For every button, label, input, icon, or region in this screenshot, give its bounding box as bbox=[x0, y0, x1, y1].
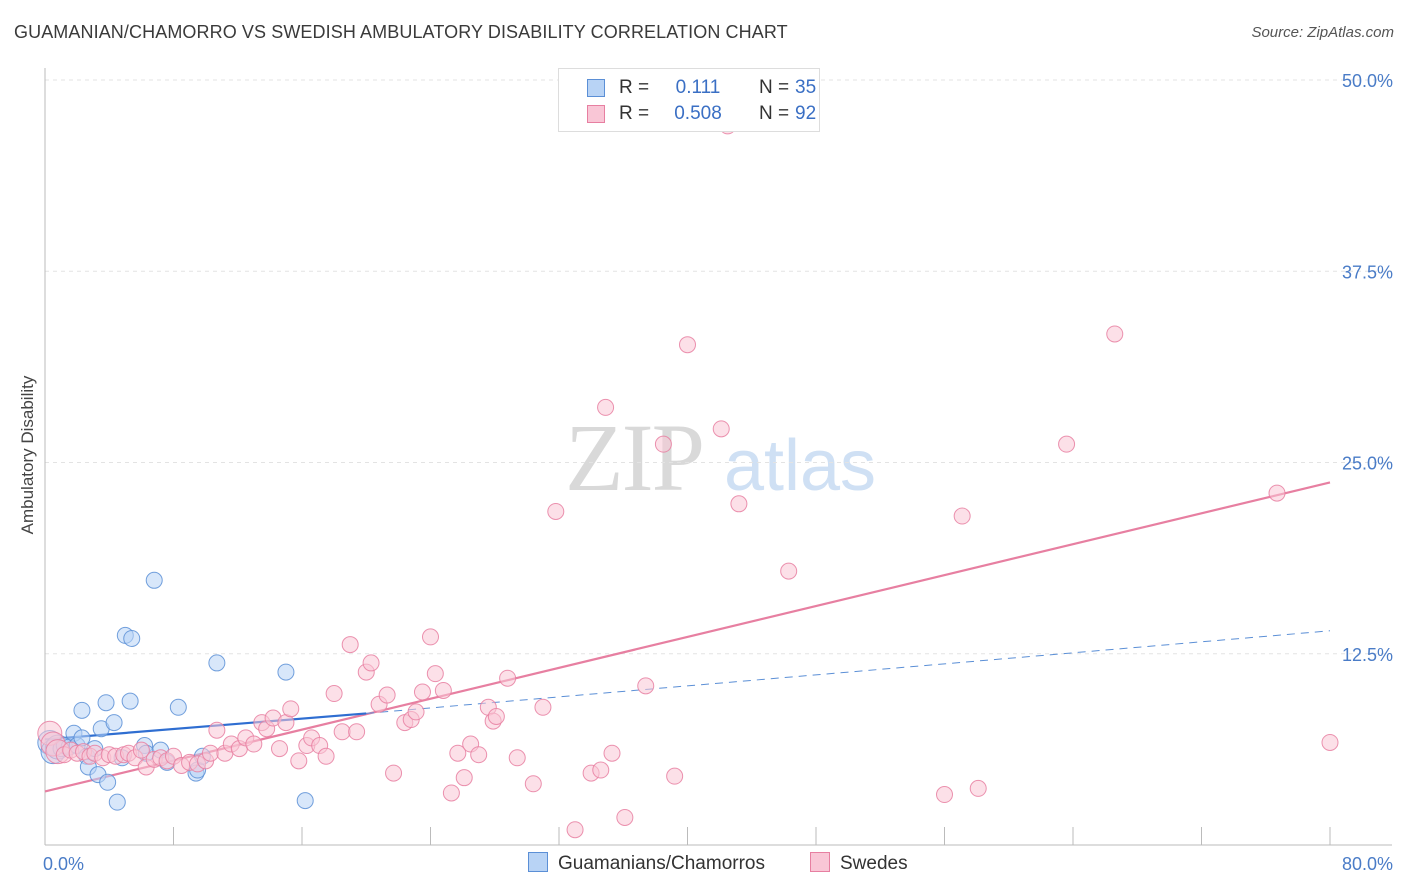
point-swedes bbox=[407, 703, 425, 721]
point-swedes bbox=[385, 764, 403, 782]
point-swedes bbox=[603, 744, 621, 762]
bottom-legend-swatch-pink bbox=[810, 852, 830, 872]
point-swedes bbox=[333, 723, 351, 741]
point-swedes bbox=[208, 721, 226, 739]
point-swedes bbox=[616, 808, 634, 826]
y-tick-label: 50.0% bbox=[1342, 71, 1393, 91]
point-guamanians bbox=[208, 654, 226, 672]
point-swedes bbox=[434, 681, 452, 699]
point-swedes bbox=[712, 420, 730, 438]
y-tick-label: 37.5% bbox=[1342, 262, 1393, 282]
bottom-legend-swatch-blue bbox=[528, 852, 548, 872]
data-points bbox=[37, 117, 1339, 839]
point-swedes bbox=[679, 336, 696, 354]
bottom-legend-label: Guamanians/Chamorros bbox=[558, 853, 765, 874]
tick-labels: 12.5% 25.0% 37.5% 50.0% 0.0% 80.0% bbox=[43, 71, 1393, 874]
point-guamanians bbox=[97, 694, 115, 712]
chart-title: GUAMANIAN/CHAMORRO VS SWEDISH AMBULATORY… bbox=[14, 22, 788, 42]
point-swedes bbox=[449, 744, 467, 762]
point-swedes bbox=[282, 700, 300, 718]
y-tick-label: 25.0% bbox=[1342, 454, 1393, 474]
legend-r-value: 0.111 bbox=[675, 77, 721, 98]
bottom-legend-swedes: Swedes bbox=[810, 852, 908, 875]
point-swedes bbox=[547, 502, 565, 520]
legend-r-label: R = bbox=[619, 103, 650, 124]
point-swedes bbox=[348, 723, 366, 741]
legend-swatch-pink bbox=[587, 105, 605, 123]
axes bbox=[44, 68, 1392, 846]
point-swedes bbox=[201, 744, 219, 762]
gridlines bbox=[45, 79, 1392, 655]
point-swedes bbox=[666, 767, 684, 785]
point-guamanians bbox=[73, 701, 91, 719]
x-tick-label: 80.0% bbox=[1342, 854, 1393, 874]
point-guamanians bbox=[105, 714, 123, 732]
y-tick-label: 12.5% bbox=[1342, 645, 1393, 665]
point-swedes bbox=[730, 495, 748, 513]
point-swedes bbox=[132, 741, 150, 759]
legend-n-label: N = bbox=[759, 103, 790, 124]
point-guamanians bbox=[169, 698, 187, 716]
point-swedes bbox=[325, 685, 343, 703]
legend-r-label: R = bbox=[619, 77, 650, 98]
point-swedes bbox=[524, 775, 542, 793]
point-swedes bbox=[426, 665, 444, 683]
point-swedes bbox=[487, 707, 505, 725]
point-swedes bbox=[953, 507, 971, 525]
point-swedes bbox=[1321, 733, 1339, 751]
point-swedes bbox=[413, 683, 431, 701]
point-guamanians bbox=[108, 793, 126, 811]
point-swedes bbox=[422, 628, 439, 646]
bottom-legend-label: Swedes bbox=[840, 853, 908, 874]
point-guamanians bbox=[296, 792, 314, 810]
point-swedes bbox=[1106, 325, 1124, 343]
point-swedes bbox=[936, 786, 953, 804]
point-swedes bbox=[654, 435, 672, 453]
stats-legend: R = 0.111 N = 35 R = 0.508 N = 92 bbox=[558, 68, 820, 132]
point-swedes bbox=[1058, 435, 1076, 453]
point-swedes bbox=[969, 779, 987, 797]
point-swedes bbox=[534, 698, 552, 716]
point-swedes bbox=[362, 654, 380, 672]
point-swedes bbox=[637, 677, 655, 695]
legend-n-value: 92 bbox=[795, 103, 817, 124]
point-swedes bbox=[499, 669, 517, 687]
point-swedes bbox=[592, 761, 610, 779]
point-swedes bbox=[317, 747, 335, 765]
point-swedes bbox=[508, 749, 526, 767]
point-swedes bbox=[597, 398, 615, 416]
point-swedes bbox=[1268, 484, 1286, 502]
watermark: ZIP atlas bbox=[565, 404, 876, 511]
point-swedes bbox=[470, 746, 488, 764]
point-guamanians bbox=[121, 692, 139, 710]
x-tick-label: 0.0% bbox=[43, 854, 84, 874]
legend-swatch-blue bbox=[587, 79, 605, 97]
point-swedes bbox=[780, 562, 798, 580]
point-swedes bbox=[271, 740, 289, 758]
watermark-zip: ZIP bbox=[565, 404, 703, 511]
bottom-legend-guamanians: Guamanians/Chamorros bbox=[528, 852, 765, 875]
point-swedes bbox=[566, 821, 584, 839]
trend-line-guamanians-extension bbox=[366, 630, 1331, 714]
legend-n-value: 35 bbox=[795, 77, 817, 98]
point-guamanians bbox=[123, 629, 141, 647]
point-guamanians bbox=[99, 773, 117, 791]
point-swedes bbox=[442, 784, 460, 802]
point-guamanians bbox=[145, 571, 163, 589]
point-swedes bbox=[341, 636, 359, 654]
point-swedes bbox=[455, 769, 473, 787]
legend-n-label: N = bbox=[759, 77, 790, 98]
source-label: Source: ZipAtlas.com bbox=[1251, 24, 1394, 41]
watermark-atlas: atlas bbox=[724, 426, 876, 506]
point-swedes bbox=[245, 735, 263, 753]
legend-r-value: 0.508 bbox=[674, 103, 722, 124]
point-swedes bbox=[378, 686, 396, 704]
point-guamanians bbox=[277, 663, 295, 681]
point-swedes bbox=[290, 752, 308, 770]
